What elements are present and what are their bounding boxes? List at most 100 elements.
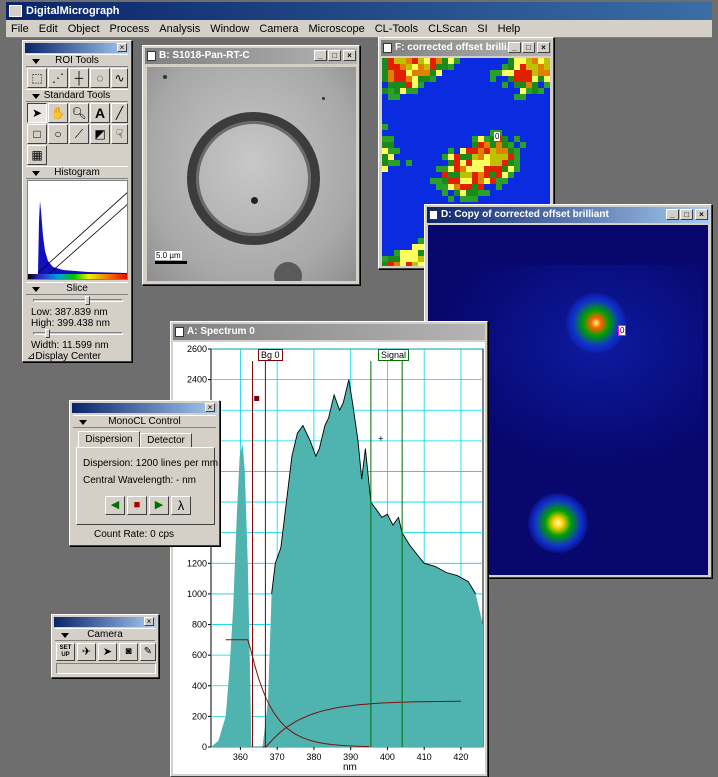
y-tick-label: 600 — [192, 650, 207, 660]
maximize-button[interactable]: □ — [328, 50, 341, 61]
close-button[interactable]: × — [537, 42, 550, 53]
window-d-titlebar[interactable]: D: Copy of corrected offset brilliant — [427, 207, 709, 223]
menu-window[interactable]: Window — [210, 22, 250, 35]
x-tick-label: 420 — [453, 752, 468, 762]
acquire-camera-icon[interactable]: ◙ — [119, 643, 138, 661]
roi-label-f: 0 — [494, 132, 501, 141]
profile-tool[interactable]: ◩ — [90, 124, 110, 144]
standard-tools-header[interactable]: Standard Tools — [26, 89, 128, 102]
histogram-header[interactable]: Histogram — [26, 166, 128, 179]
slice-high-label: High: 399.438 nm — [31, 318, 110, 329]
slice-low-label: Low: 387.839 nm — [31, 307, 108, 318]
menu-process[interactable]: Process — [109, 22, 150, 35]
spectrum-window-a[interactable]: A: Spectrum 0 + 260024002200200018001600… — [170, 321, 488, 777]
tem-blob — [274, 262, 302, 281]
menu-si[interactable]: SI — [477, 22, 488, 35]
monocl-control-panel: × MonoCL Control Dispersion Detector Dis… — [69, 400, 220, 546]
tab-dispersion[interactable]: Dispersion — [78, 431, 140, 447]
search-mode-icon[interactable]: ✈ — [77, 643, 96, 661]
bg-roi-label[interactable]: Bg 0 — [258, 349, 283, 361]
spectrum-plot[interactable]: + 26002400220020001800160014001200100080… — [173, 342, 485, 774]
palette-close-button[interactable]: × — [117, 43, 127, 52]
camera-setup-button[interactable]: SET UP — [56, 643, 75, 661]
x-tick-label: 380 — [306, 752, 321, 762]
histogram-plot[interactable] — [27, 180, 128, 280]
menu-microscope[interactable]: Microscope — [308, 22, 365, 35]
wand-tool[interactable]: ⟋ — [69, 124, 89, 144]
menu-camera[interactable]: Camera — [259, 22, 299, 35]
menu-clscan[interactable]: CLScan — [428, 22, 468, 35]
step-forward-button[interactable]: ▶ — [149, 496, 169, 515]
close-button[interactable]: × — [695, 209, 708, 220]
maximize-button[interactable]: □ — [680, 209, 693, 220]
pointer-tool[interactable]: ☟ — [111, 124, 128, 144]
palette-titlebar[interactable] — [25, 43, 129, 53]
focus-mode-icon[interactable]: ➤ — [98, 643, 117, 661]
menu-analysis[interactable]: Analysis — [159, 22, 201, 35]
menu-file[interactable]: File — [11, 22, 29, 35]
x-tick-label: 390 — [343, 752, 358, 762]
stop-button[interactable]: ■ — [127, 496, 147, 515]
window-a-titlebar[interactable]: A: Spectrum 0 — [173, 324, 485, 340]
tem-image[interactable]: 5.0 µm — [147, 67, 356, 281]
stamp-tool[interactable]: ▦ — [27, 145, 47, 165]
lambda-button[interactable]: λ — [171, 496, 191, 515]
text-tool[interactable]: A — [90, 103, 110, 123]
document-icon — [147, 51, 156, 61]
roi-tools-header[interactable]: ROI Tools — [26, 54, 128, 67]
step-back-button[interactable]: ◀ — [105, 496, 125, 515]
line-tool[interactable]: ╱ — [111, 103, 128, 123]
tools-palette: × ROI Tools ⬚ ⋰ ┼ ◌ ∿ Standard Tools ➤ ✋… — [22, 40, 132, 362]
tem-ring — [187, 112, 320, 245]
document-icon — [383, 43, 392, 53]
x-tick-label: 370 — [270, 752, 285, 762]
hand-tool[interactable]: ✋ — [48, 103, 68, 123]
tab-detector[interactable]: Detector — [140, 433, 192, 447]
signal-roi-label[interactable]: Signal — [378, 349, 410, 361]
rectangle-tool[interactable]: □ — [27, 124, 47, 144]
minimize-button[interactable]: _ — [314, 50, 327, 61]
lasso-roi-tool[interactable]: ◌ — [90, 68, 110, 88]
window-f-title: F: corrected offset brilli... — [395, 42, 516, 53]
menu-help[interactable]: Help — [497, 22, 521, 35]
point-roi-tool[interactable]: ┼ — [69, 68, 89, 88]
close-button[interactable]: × — [343, 50, 356, 61]
image-window-b[interactable]: B: S1018-Pan-RT-C _ □ × 5.0 µm — [142, 45, 360, 285]
slice-header[interactable]: Slice — [26, 282, 128, 295]
window-b-titlebar[interactable]: B: S1018-Pan-RT-C — [145, 48, 357, 64]
slice-width-thumb[interactable] — [45, 329, 50, 338]
camera-header[interactable]: Camera — [55, 628, 155, 641]
maximize-button[interactable]: □ — [522, 42, 535, 53]
menu-cl-tools[interactable]: CL-Tools — [374, 22, 419, 35]
pen-icon[interactable]: ✎ — [140, 643, 156, 661]
arrow-tool[interactable]: ➤ — [27, 103, 47, 123]
scale-bar — [155, 261, 187, 264]
y-tick-label: 1200 — [187, 558, 207, 568]
menu-bar: File Edit Object Process Analysis Window… — [6, 20, 712, 38]
menu-edit[interactable]: Edit — [38, 22, 58, 35]
svg-text:+: + — [378, 434, 383, 444]
display-center-checkbox[interactable]: ⊿Display Center — [27, 351, 101, 362]
zoom-tool[interactable]: 🔍︎ — [69, 103, 89, 123]
monocl-titlebar[interactable] — [72, 403, 217, 413]
freehand-roi-tool[interactable]: ∿ — [111, 68, 128, 88]
scale-bar-label: 5.0 µm — [155, 251, 182, 260]
y-tick-label: 400 — [192, 681, 207, 691]
x-tick-label: 410 — [417, 752, 432, 762]
slice-low-thumb[interactable] — [85, 296, 90, 305]
dispersion-tab-panel: Dispersion: 1200 lines per mm Central Wa… — [76, 447, 218, 525]
minimize-button[interactable]: _ — [666, 209, 679, 220]
camera-titlebar[interactable] — [54, 617, 156, 627]
monocl-close-button[interactable]: × — [205, 403, 215, 412]
slice-low-track[interactable] — [33, 299, 123, 302]
camera-close-button[interactable]: × — [144, 617, 154, 626]
monocl-header[interactable]: MonoCL Control — [73, 415, 216, 428]
oval-tool[interactable]: ○ — [48, 124, 68, 144]
rect-roi-tool[interactable]: ⬚ — [27, 68, 47, 88]
camera-palette: × Camera SET UP ✈ ➤ ◙ ✎ — [51, 614, 159, 678]
menu-object[interactable]: Object — [67, 22, 100, 35]
minimize-button[interactable]: _ — [508, 42, 521, 53]
slice-width-track[interactable] — [33, 332, 123, 335]
line-roi-tool[interactable]: ⋰ — [48, 68, 68, 88]
